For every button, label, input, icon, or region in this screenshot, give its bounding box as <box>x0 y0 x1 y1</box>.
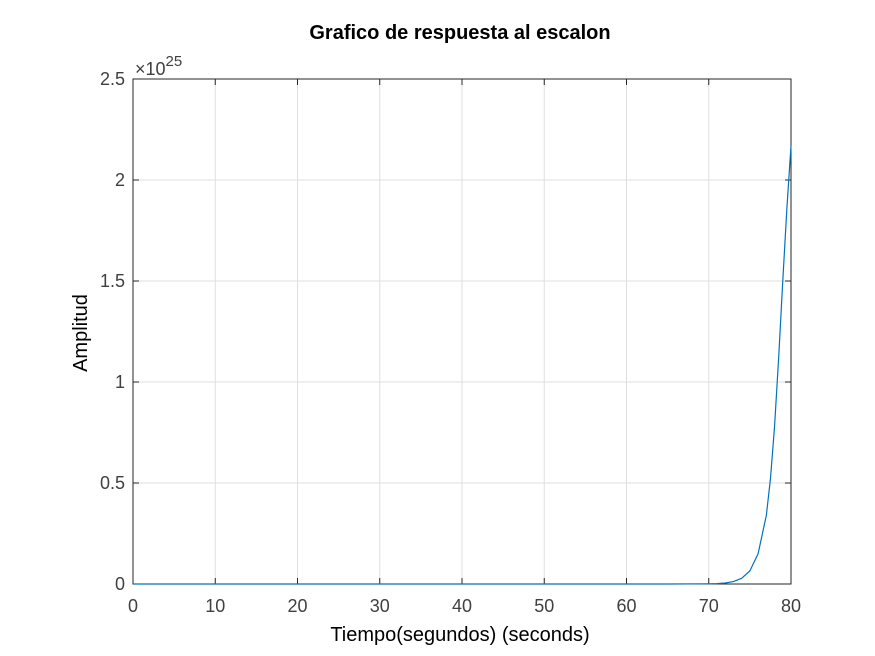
y-tick-label: 2.5 <box>100 69 125 89</box>
series-group <box>133 145 792 585</box>
series-line <box>133 145 792 585</box>
y-tick-label: 1 <box>115 372 125 392</box>
x-tick-labels: 0 10 20 30 40 50 60 70 80 <box>128 596 801 616</box>
x-tick-label: 10 <box>205 596 225 616</box>
grid-lines <box>132 78 792 585</box>
chart-title: Grafico de respuesta al escalon <box>309 22 610 44</box>
x-tick-label: 30 <box>370 596 390 616</box>
x-axis-label: Tiempo(segundos) (seconds) <box>330 624 589 646</box>
y-exponent-label: ×1025 <box>135 53 182 79</box>
x-tick-label: 40 <box>452 596 472 616</box>
tick-marks <box>132 78 792 585</box>
x-tick-label: 20 <box>287 596 307 616</box>
y-exponent-base: ×10 <box>135 59 166 79</box>
x-tick-label: 80 <box>781 596 801 616</box>
y-tick-label: 0.5 <box>100 473 125 493</box>
y-tick-label: 2 <box>115 170 125 190</box>
y-axis-label: Amplitud <box>70 294 92 372</box>
x-tick-label: 60 <box>616 596 636 616</box>
y-exponent-power: 25 <box>166 53 183 70</box>
x-tick-label: 70 <box>699 596 719 616</box>
y-tick-labels: 0 0.5 1 1.5 2 2.5 <box>100 69 125 594</box>
x-tick-label: 0 <box>128 596 138 616</box>
y-tick-label: 0 <box>115 574 125 594</box>
y-tick-label: 1.5 <box>100 271 125 291</box>
x-tick-label: 50 <box>534 596 554 616</box>
